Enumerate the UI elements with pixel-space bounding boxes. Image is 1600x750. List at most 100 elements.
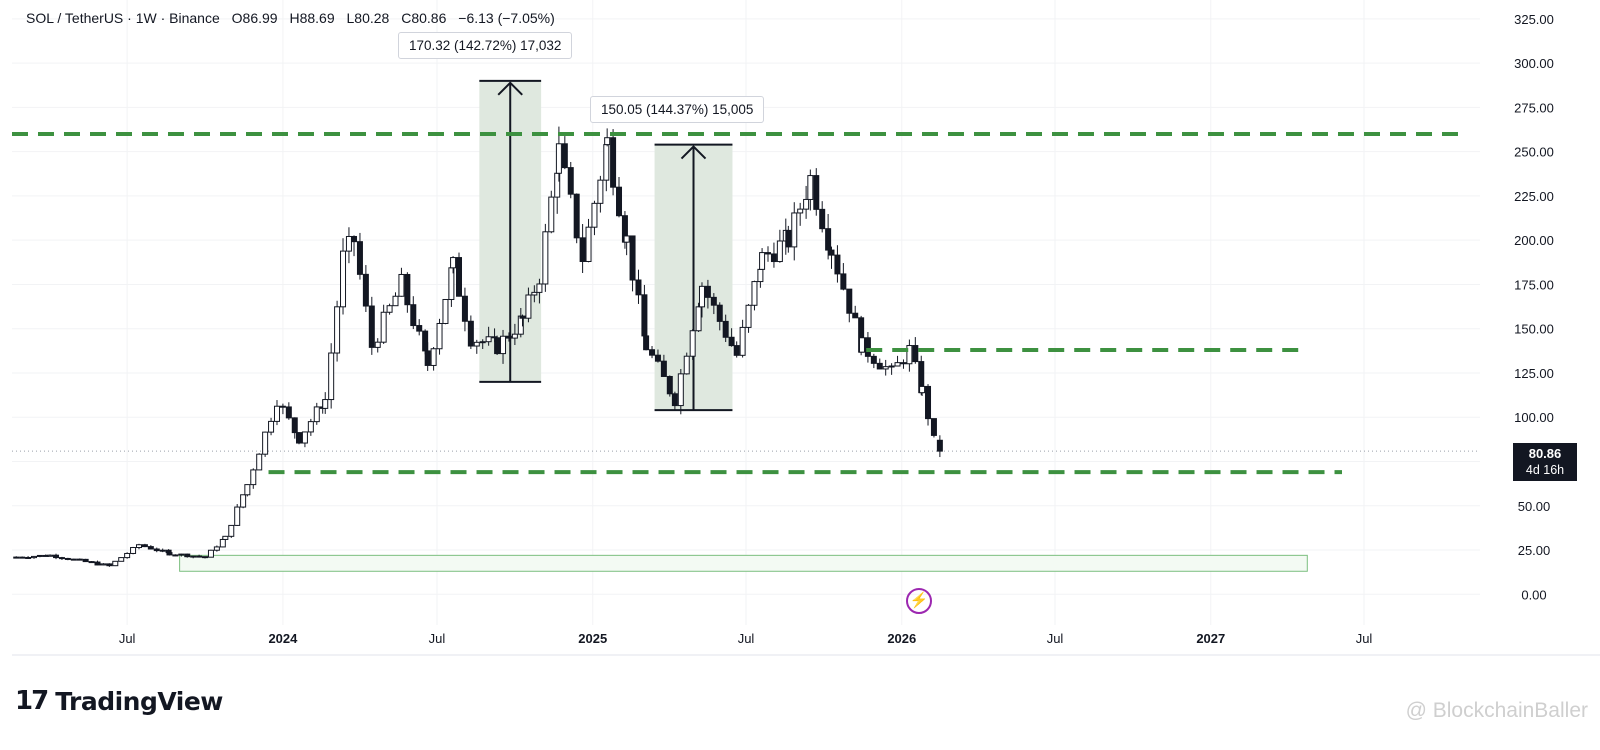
candle-body (603, 144, 610, 181)
candle-body (135, 544, 142, 549)
candle-body (604, 137, 611, 146)
candle-body (159, 549, 166, 552)
candle-body (442, 298, 449, 324)
candle-body (295, 432, 302, 444)
lightning-icon[interactable]: ⚡ (906, 588, 932, 614)
candle-body (58, 557, 65, 560)
candle-body (751, 281, 758, 306)
candle-body (70, 558, 77, 561)
y-tick-label: 250.00 (1514, 145, 1554, 160)
candle-body (846, 288, 853, 314)
candle-body (450, 257, 457, 269)
candle-body (925, 385, 932, 420)
candle-body (124, 552, 131, 559)
tradingview-logo[interactable]: 17 TradingView (15, 686, 223, 716)
candle-body (190, 555, 197, 558)
candle-body (291, 417, 298, 434)
y-tick-label: 225.00 (1514, 189, 1554, 204)
y-tick-label: 100.00 (1514, 410, 1554, 425)
candle-body (936, 439, 943, 452)
candle-body (130, 547, 137, 554)
level-lines[interactable] (12, 131, 1458, 475)
candle-body (610, 137, 617, 188)
candle-body (279, 405, 286, 408)
candle-body (196, 555, 203, 558)
candle-body (807, 175, 814, 200)
y-tick-label: 300.00 (1514, 56, 1554, 71)
x-tick-label: 2024 (268, 631, 298, 646)
candle-body (765, 252, 772, 255)
candle-body (31, 555, 38, 559)
candle-body (184, 553, 191, 558)
candle-body (698, 285, 705, 308)
candle-body (112, 560, 119, 567)
candle-body (542, 231, 549, 285)
candle-body (785, 229, 792, 248)
candle-body (313, 406, 320, 423)
candle-body (424, 350, 431, 366)
candle-body (88, 561, 95, 564)
candle-body (219, 538, 226, 548)
candle-body (757, 268, 764, 283)
candle-body (328, 352, 335, 401)
candle-body (536, 283, 543, 293)
candle-body (825, 228, 832, 251)
candle-body (733, 345, 740, 356)
support-zone (179, 554, 1308, 572)
y-tick-label: 175.00 (1514, 277, 1554, 292)
candle-body (519, 315, 526, 319)
candle-body (695, 306, 702, 332)
candle-body (531, 291, 538, 296)
candle-body (430, 348, 437, 366)
candle-body (268, 420, 275, 433)
candle-body (689, 330, 696, 357)
candle-body (82, 558, 89, 563)
candle-body (422, 330, 429, 352)
measure-arrow-head (497, 81, 523, 96)
x-tick-label: 2027 (1196, 631, 1225, 646)
x-axis[interactable]: Jul 2024 Jul 2025 Jul 2026 Jul 2027 Jul (119, 631, 1373, 646)
candle-body (906, 345, 913, 365)
candle-body (76, 558, 83, 561)
candle-body (770, 253, 777, 263)
measure-label-1[interactable]: 170.32 (142.72%) 17,032 (398, 32, 573, 59)
candle-body (410, 304, 417, 327)
candle-body (356, 241, 363, 275)
symbol-title[interactable]: SOL / TetherUS · 1W · Binance (26, 10, 220, 26)
candle-body (147, 546, 154, 550)
x-tick-label: Jul (738, 631, 755, 646)
candle-body (436, 322, 443, 350)
measure-tools[interactable] (479, 79, 733, 412)
y-axis[interactable]: 0.0025.0050.0075.00100.00125.00150.00175… (1514, 12, 1554, 602)
candle-body (307, 421, 314, 433)
price-chart[interactable]: 0.0025.0050.0075.00100.00125.00150.00175… (0, 0, 1600, 680)
candle-body (579, 237, 586, 262)
candle-body (340, 250, 347, 308)
candle-body (864, 337, 871, 357)
candle-body (398, 273, 405, 297)
candle-body (834, 254, 841, 275)
candle-body (172, 554, 179, 557)
candle-body (256, 453, 263, 471)
candle-body (250, 469, 257, 486)
candle-body (345, 235, 352, 252)
candle-body (555, 143, 562, 174)
candle-body (118, 557, 125, 562)
y-tick-label: 275.00 (1514, 100, 1554, 115)
measure-label-2[interactable]: 150.05 (144.37%) 15,005 (590, 96, 765, 123)
candle-body (597, 179, 604, 204)
candle-body (882, 366, 889, 370)
candle-body (511, 333, 518, 339)
candle-body (485, 336, 492, 343)
candle-body (813, 175, 820, 210)
candle-body (416, 325, 423, 332)
candle-body (479, 341, 486, 344)
candle-body (797, 208, 804, 214)
y-tick-label: 125.00 (1514, 366, 1554, 381)
candle-body (380, 311, 387, 343)
candle-body (273, 405, 280, 422)
candle-body (567, 167, 574, 195)
ohlc-open: O86.99 (231, 10, 278, 26)
price-zones (179, 554, 1308, 572)
candle-body (386, 305, 393, 313)
